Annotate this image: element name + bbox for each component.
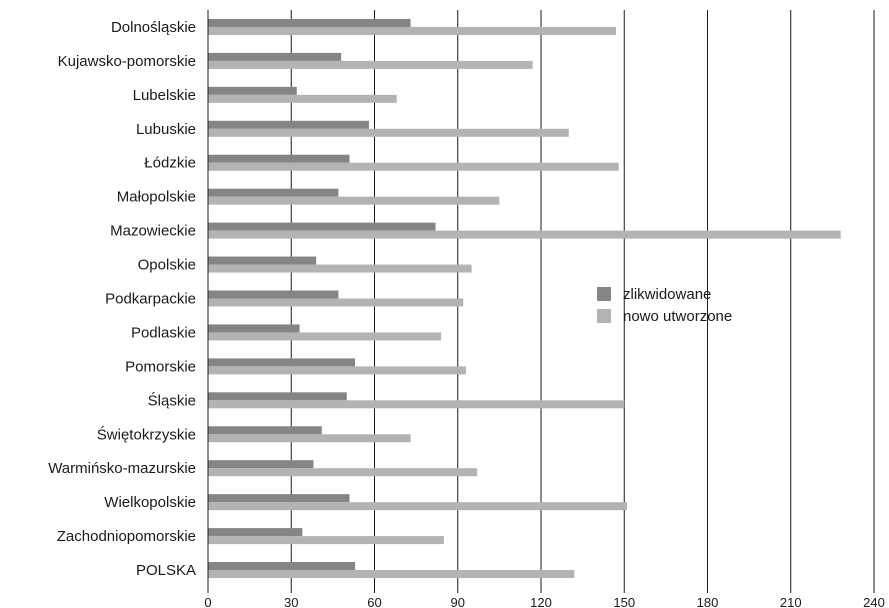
legend-swatch-zlikwidowane	[597, 287, 611, 301]
category-label: Świętokrzyskie	[97, 425, 196, 443]
bar-zlikwidowane	[208, 426, 322, 435]
bar-zlikwidowane	[208, 460, 314, 469]
x-tick-label: 240	[863, 595, 885, 608]
legend-label-zlikwidowane: zlikwidowane	[623, 286, 711, 303]
category-labels: Dolnośląskie Kujawsko-pomorskie Lubelskie L…	[48, 19, 196, 579]
bar-nowo-utworzone	[208, 332, 442, 341]
bar-nowo-utworzone	[208, 230, 841, 239]
category-label: Łódzkie	[144, 155, 196, 172]
x-tick-label: 90	[451, 595, 465, 608]
bar-zlikwidowane	[208, 52, 342, 61]
bar-nowo-utworzone	[208, 400, 625, 409]
bar-nowo-utworzone	[208, 366, 467, 375]
bar-zlikwidowane	[208, 562, 356, 571]
category-label: Śląskie	[148, 391, 196, 409]
x-tick-labels: 0 30 60 90 120 150 180 210 240	[204, 595, 884, 608]
x-tick-label: 210	[780, 595, 802, 608]
bar-zlikwidowane	[208, 324, 300, 333]
bar-zlikwidowane	[208, 188, 339, 197]
category-label: Dolnośląskie	[111, 19, 196, 36]
category-label: Kujawsko-pomorskie	[58, 53, 196, 70]
category-label: Pomorskie	[125, 358, 196, 375]
category-label: Podkarpackie	[105, 291, 196, 308]
bar-zlikwidowane	[208, 392, 347, 401]
x-tick-label: 180	[697, 595, 719, 608]
category-label: Opolskie	[138, 257, 196, 274]
bar-zlikwidowane	[208, 256, 317, 265]
bar-nowo-utworzone	[208, 570, 575, 579]
category-label: Wielkopolskie	[104, 494, 196, 511]
category-label: Lubelskie	[133, 87, 196, 104]
bar-zlikwidowane	[208, 528, 303, 537]
bar-nowo-utworzone	[208, 196, 500, 205]
bar-zlikwidowane	[208, 86, 297, 95]
bar-zlikwidowane	[208, 18, 411, 27]
bar-nowo-utworzone	[208, 94, 397, 103]
category-label: Mazowieckie	[110, 223, 196, 240]
category-label: Warmińsko-mazurskie	[48, 460, 196, 477]
bar-zlikwidowane	[208, 290, 339, 299]
bar-nowo-utworzone	[208, 502, 628, 511]
bar-nowo-utworzone	[208, 128, 569, 137]
bar-zlikwidowane	[208, 120, 369, 129]
x-tick-label: 60	[367, 595, 381, 608]
bar-nowo-utworzone	[208, 162, 619, 171]
x-tick-label: 150	[613, 595, 635, 608]
bar-zlikwidowane	[208, 494, 350, 503]
category-label: Lubuskie	[136, 121, 196, 138]
legend-swatch-nowo-utworzone	[597, 309, 611, 323]
category-label: Zachodniopomorskie	[57, 528, 196, 545]
bar-nowo-utworzone	[208, 298, 464, 307]
category-label: POLSKA	[136, 562, 196, 579]
bar-zlikwidowane	[208, 154, 350, 163]
legend-label-nowo-utworzone: nowo utworzone	[623, 308, 732, 325]
bar-nowo-utworzone	[208, 264, 472, 273]
bar-nowo-utworzone	[208, 26, 616, 35]
x-tick-label: 0	[204, 595, 211, 608]
legend: zlikwidowane nowo utworzone	[597, 286, 732, 325]
bar-zlikwidowane	[208, 358, 356, 367]
bar-zlikwidowane	[208, 222, 436, 231]
x-tick-label: 120	[530, 595, 552, 608]
bar-nowo-utworzone	[208, 434, 411, 443]
bars-group	[208, 18, 841, 579]
bar-nowo-utworzone	[208, 468, 478, 477]
bar-nowo-utworzone	[208, 60, 533, 69]
x-tick-label: 30	[284, 595, 298, 608]
bar-nowo-utworzone	[208, 536, 444, 545]
category-label: Małopolskie	[117, 189, 196, 206]
category-label: Podlaskie	[131, 324, 196, 341]
